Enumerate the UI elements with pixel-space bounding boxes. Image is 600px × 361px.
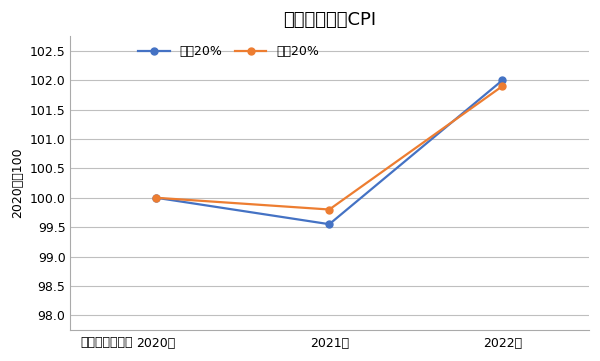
上位20% (152, 196, 160, 200)
下位20% (326, 222, 333, 226)
Text: （出所）総務省: （出所）総務省 (80, 336, 133, 349)
Line: 下位20%: 下位20% (153, 77, 506, 228)
Legend: 下位20%, 上位20%: 下位20%, 上位20% (138, 45, 319, 58)
Y-axis label: 2020年＝100: 2020年＝100 (11, 148, 24, 218)
上位20% (326, 207, 333, 212)
Line: 上位20%: 上位20% (153, 83, 506, 213)
下位20% (152, 196, 160, 200)
下位20% (499, 78, 506, 82)
上位20% (499, 84, 506, 88)
Title: 年収階層別のCPI: 年収階層別のCPI (283, 11, 376, 29)
